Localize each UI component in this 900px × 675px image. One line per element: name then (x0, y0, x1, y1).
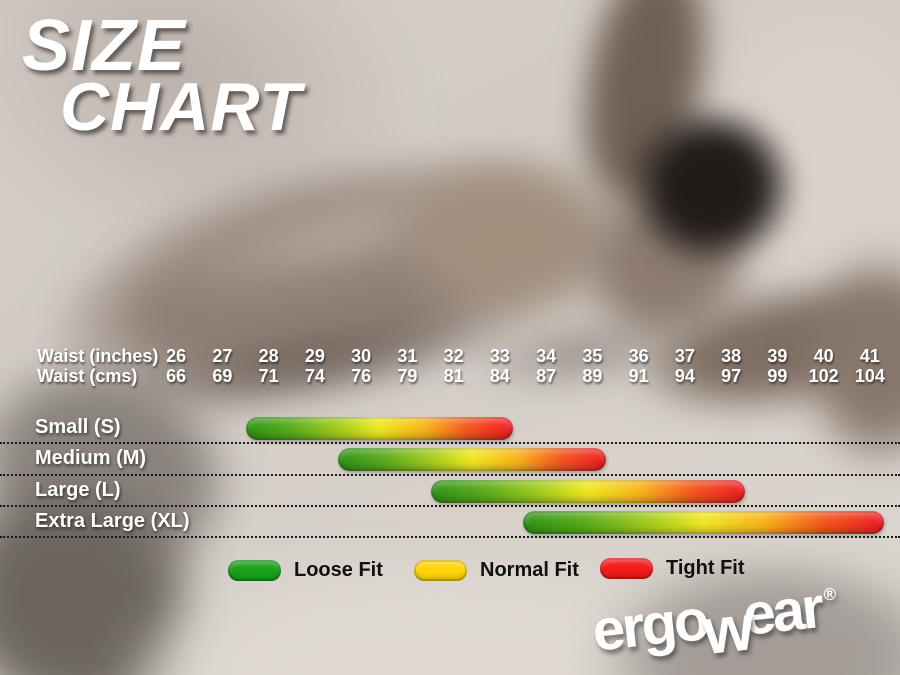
size-range-bar-medium (338, 448, 606, 472)
waist-cms-tick: 76 (351, 366, 372, 386)
size-label-medium: Medium (M) (35, 447, 147, 470)
size-range-bar-small (245, 417, 514, 440)
loose-fit-swatch (228, 560, 281, 581)
waist-cms-tick: 84 (489, 366, 510, 386)
waist-cms-tick: 81 (443, 366, 464, 386)
waist-cms-tick: 74 (304, 366, 325, 386)
legend-item-normal: Normal Fit (414, 559, 579, 582)
waist-inches-tick: 27 (212, 346, 233, 366)
size-label-small: Small (S) (35, 416, 121, 438)
waist-inches-tick: 30 (351, 346, 372, 366)
waist-cms-label: Waist (cms) (37, 366, 138, 386)
waist-cms-tick: 66 (166, 366, 187, 386)
waist-inches-tick: 36 (628, 346, 649, 366)
legend-item-loose: Loose Fit (228, 559, 383, 582)
waist-cms-tick: 94 (674, 366, 695, 386)
waist-cms-row: 66 69 71 74 76 79 81 84 87 89 91 94 97 9… (153, 366, 893, 386)
logo-part-w: w (699, 590, 755, 669)
waist-cms-tick: 71 (258, 366, 279, 386)
waist-inches-row: 26 27 28 29 30 31 32 33 34 35 36 37 38 3… (153, 346, 893, 366)
waist-inches-tick: 26 (166, 346, 187, 366)
size-label-large: Large (L) (35, 478, 121, 501)
waist-inches-tick: 40 (813, 346, 834, 366)
size-rows: Small (S) Medium (M) Large (L) Extra Lar… (0, 413, 900, 539)
waist-cms-tick: 104 (854, 366, 885, 386)
waist-inches-tick: 34 (536, 346, 557, 366)
normal-fit-swatch (414, 560, 467, 581)
waist-cms-tick: 99 (767, 366, 788, 386)
waist-inches-tick: 32 (443, 346, 464, 366)
fit-legend: Loose Fit Normal Fit Tight Fit (0, 557, 900, 589)
size-range-bar-xlarge (523, 510, 884, 534)
waist-cms-tick: 89 (582, 366, 603, 386)
waist-inches-tick: 39 (767, 346, 788, 366)
waist-inches-tick: 28 (258, 346, 279, 366)
waist-cms-tick: 87 (536, 366, 557, 386)
waist-inches-tick: 38 (721, 346, 742, 366)
title-line-2: CHART (60, 69, 302, 145)
waist-inches-tick: 33 (489, 346, 510, 366)
waist-inches-tick: 37 (674, 346, 695, 366)
waist-cms-tick: 102 (808, 366, 839, 386)
page-title: SIZE CHART (22, 10, 302, 141)
waist-inches-tick: 41 (859, 346, 880, 366)
waist-cms-tick: 79 (397, 366, 418, 386)
size-label-xlarge: Extra Large (XL) (35, 509, 190, 532)
registered-trademark-icon: ® (822, 584, 838, 605)
size-row-large: Large (L) (0, 476, 900, 507)
tight-fit-swatch (600, 558, 653, 579)
size-range-bar-large (430, 479, 745, 503)
waist-cms-tick: 97 (721, 366, 742, 386)
logo-part-ergo: ergo (589, 587, 710, 664)
waist-inches-tick: 29 (304, 346, 325, 366)
waist-cms-tick: 91 (628, 366, 649, 386)
size-row-medium: Medium (M) (0, 444, 900, 476)
tight-fit-label: Tight Fit (666, 557, 745, 579)
waist-inches-label: Waist (inches) (37, 346, 159, 366)
waist-inches-tick: 35 (582, 346, 603, 366)
size-row-small: Small (S) (0, 413, 900, 445)
legend-item-tight: Tight Fit (600, 557, 745, 580)
normal-fit-label: Normal Fit (480, 559, 579, 581)
title-line-1: SIZE (22, 6, 187, 86)
size-row-xlarge: Extra Large (XL) (0, 507, 900, 539)
loose-fit-label: Loose Fit (294, 559, 383, 581)
waist-inches-tick: 31 (397, 346, 418, 366)
waist-cms-tick: 69 (212, 366, 233, 386)
photo-shape-hair (622, 102, 800, 270)
logo-part-ear: ear (739, 575, 825, 648)
